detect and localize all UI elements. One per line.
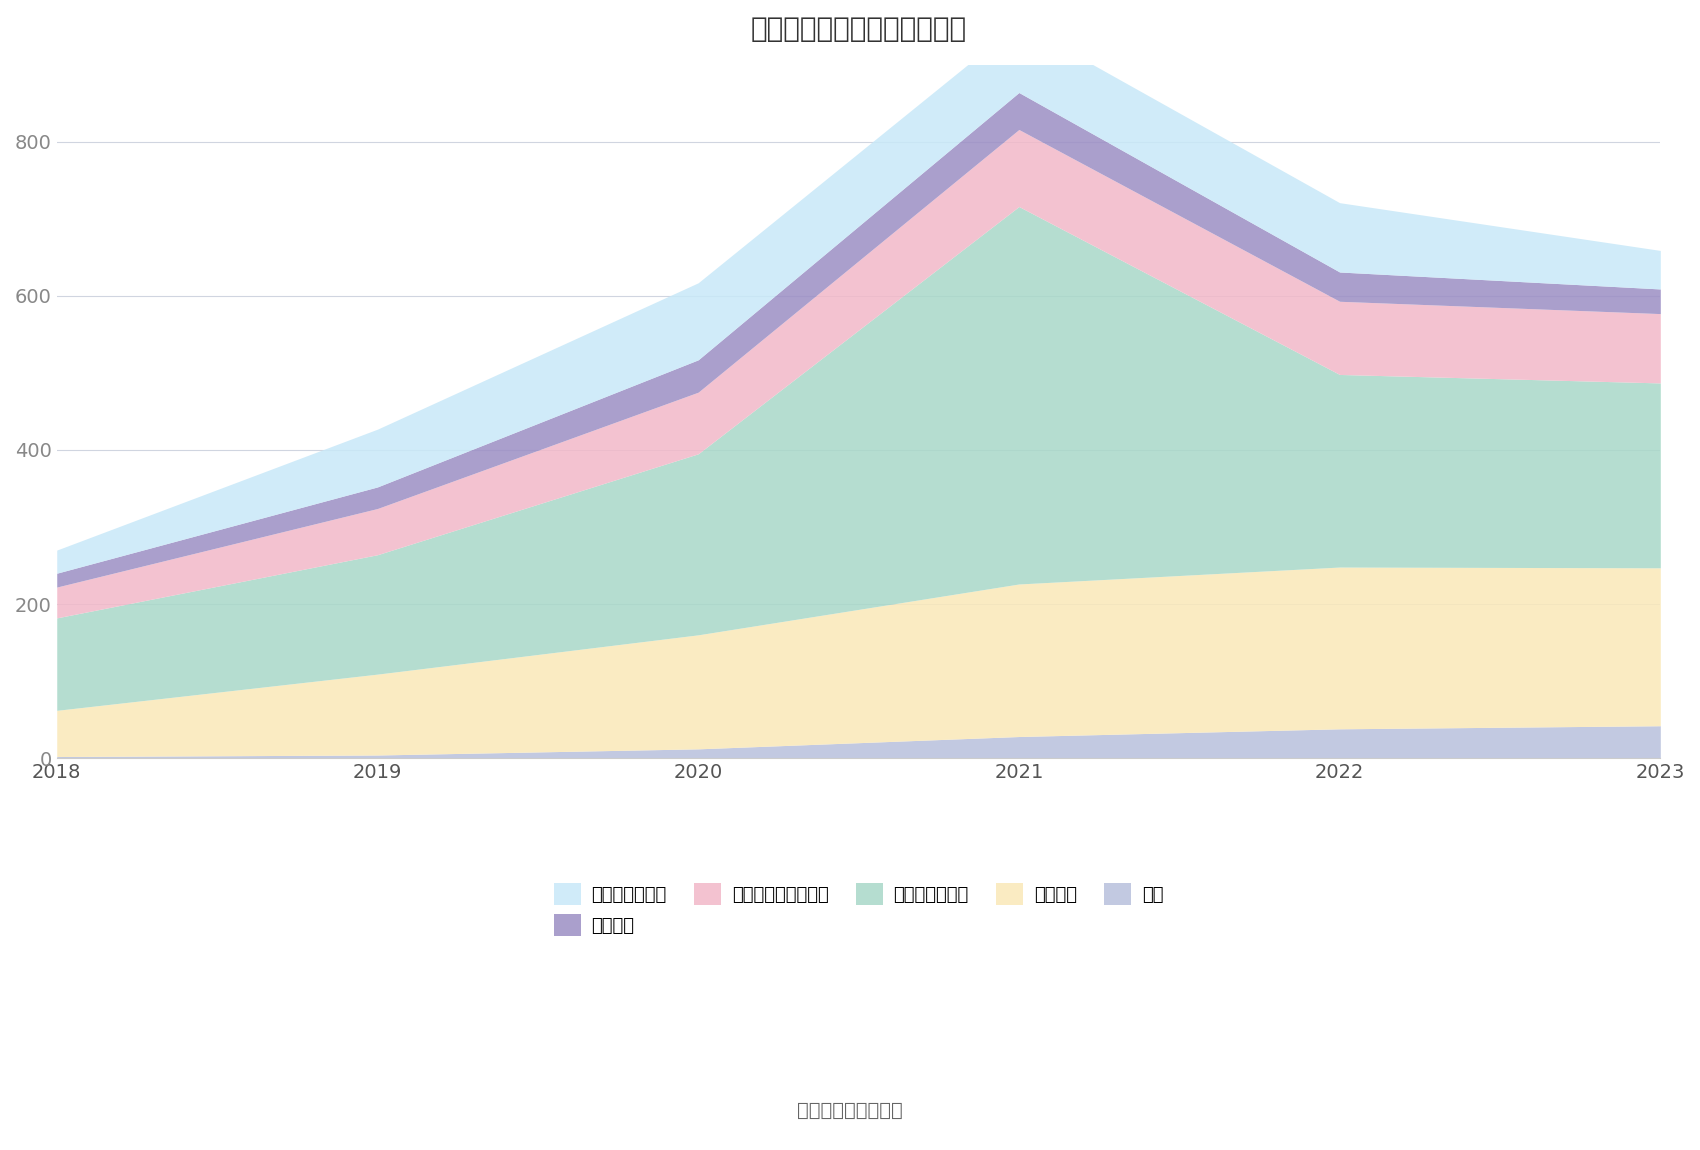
Title: 历年主要负债堆积图（亿元）: 历年主要负债堆积图（亿元） <box>750 15 967 43</box>
Text: 数据来源：恒生聚源: 数据来源：恒生聚源 <box>797 1101 903 1119</box>
Legend: 应付短期融资款, 拆入资金, 卖出回购金融资产款, 代理买卖证券款, 应付债券, 其它: 应付短期融资款, 拆入资金, 卖出回购金融资产款, 代理买卖证券款, 应付债券,… <box>546 875 1171 943</box>
